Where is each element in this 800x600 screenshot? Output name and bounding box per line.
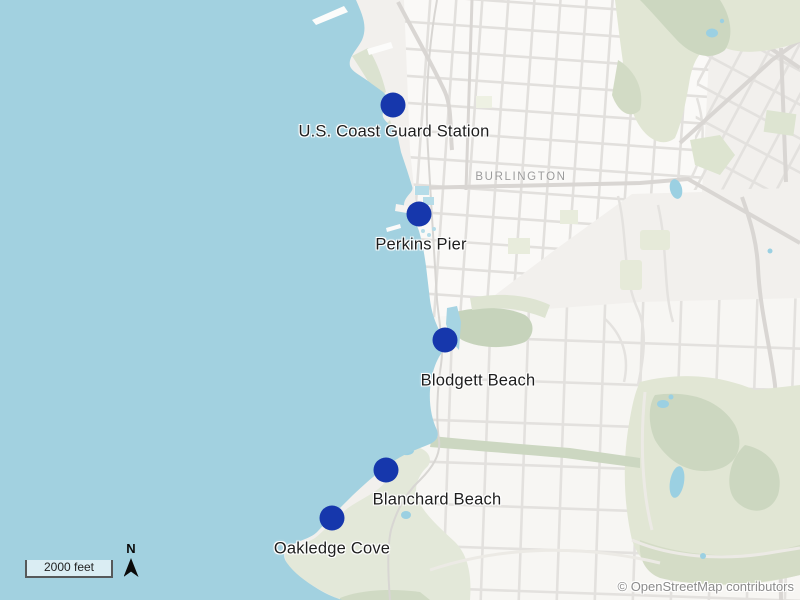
marker-blanchard-beach[interactable] bbox=[373, 457, 399, 483]
scale-bar: 2000 feet bbox=[25, 560, 113, 578]
railroad-line bbox=[387, 0, 444, 600]
scale-bar-label: 2000 feet bbox=[43, 560, 95, 574]
marker-label-us-coast-guard-station: U.S. Coast Guard Station bbox=[298, 122, 490, 141]
marker-blodgett-beach[interactable] bbox=[432, 327, 458, 353]
marker-label-blodgett-beach: Blodgett Beach bbox=[420, 371, 536, 390]
marker-us-coast-guard-station[interactable] bbox=[380, 92, 406, 118]
north-arrow: N bbox=[121, 542, 141, 577]
marker-label-oakledge-cove: Oakledge Cove bbox=[273, 539, 391, 558]
marker-label-perkins-pier: Perkins Pier bbox=[375, 235, 467, 254]
osm-attribution-link[interactable]: © OpenStreetMap contributors bbox=[617, 579, 795, 594]
city-label-burlington: BURLINGTON bbox=[475, 171, 567, 183]
marker-label-blanchard-beach: Blanchard Beach bbox=[372, 490, 502, 509]
north-arrow-label: N bbox=[126, 541, 136, 556]
marker-oakledge-cove[interactable] bbox=[319, 505, 345, 531]
lake-water bbox=[0, 0, 445, 600]
oakledge-park-area bbox=[285, 438, 471, 600]
marker-perkins-pier[interactable] bbox=[406, 201, 432, 227]
north-arrow-icon bbox=[123, 558, 139, 577]
